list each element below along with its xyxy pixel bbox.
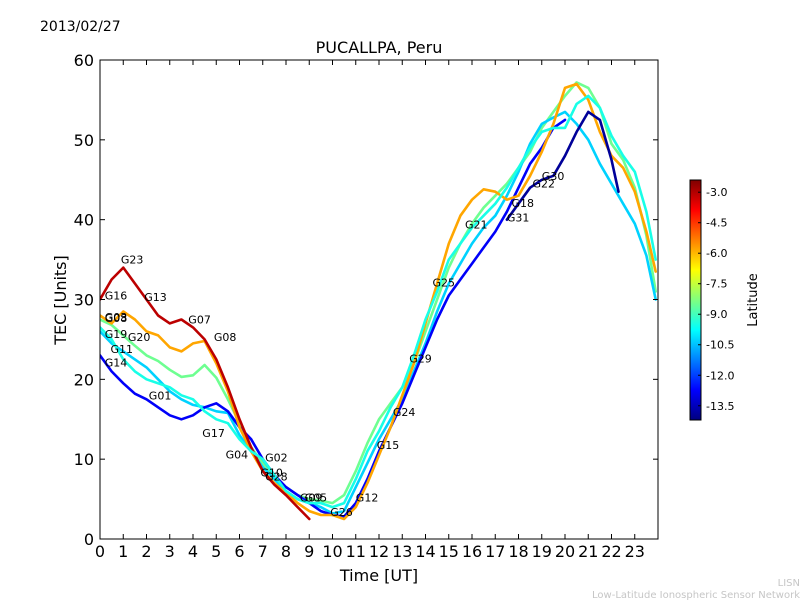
x-tick-label: 5 (211, 542, 221, 561)
x-tick-label: 22 (601, 542, 621, 561)
x-tick-label: 2 (141, 542, 151, 561)
x-tick-label: 18 (508, 542, 528, 561)
x-tick-label: 7 (258, 542, 268, 561)
y-tick-label: 40 (74, 211, 94, 230)
date-stamp: 2013/02/27 (40, 19, 121, 35)
satellite-label: G17 (202, 427, 225, 440)
plot-frame (99, 59, 659, 540)
satellite-label: G01 (149, 389, 172, 402)
satellite-label: G09 (300, 492, 323, 505)
x-tick-label: 17 (485, 542, 505, 561)
x-tick-label: 20 (555, 542, 575, 561)
y-tick-label: 60 (74, 51, 94, 70)
colorbar-tick-label: -12.0 (706, 369, 734, 382)
satellite-label: G20 (128, 331, 151, 344)
tec-series-1 (100, 81, 657, 505)
y-axis-label: TEC [Units] (51, 255, 70, 346)
satellite-label: G14 (105, 357, 128, 370)
colorbar (689, 179, 702, 421)
satellite-label: G23 (121, 254, 144, 267)
satellite-label: G30 (542, 170, 565, 183)
x-tick-label: 14 (415, 542, 435, 561)
satellite-label: G26 (330, 506, 353, 519)
satellite-label: G10 (260, 467, 283, 480)
satellite-label: G25 (433, 277, 456, 290)
credit-line-2: Low-Latitude Ionospheric Sensor Network (592, 590, 800, 600)
x-tick-label: 21 (578, 542, 598, 561)
satellite-label: G28 (265, 471, 288, 484)
colorbar-tick-label: -10.5 (706, 339, 734, 352)
x-tick-label: 0 (95, 542, 105, 561)
satellite-label: G03 (105, 311, 128, 324)
x-tick-label: 23 (625, 542, 645, 561)
x-tick-label: 1 (118, 542, 128, 561)
x-tick-label: 13 (392, 542, 412, 561)
satellite-label: G29 (409, 353, 432, 366)
credit-line-1: LISN (778, 578, 800, 589)
satellite-label: G04 (226, 448, 249, 461)
colorbar-tick-label: -4.5 (706, 217, 727, 230)
x-tick-label: 12 (369, 542, 389, 561)
satellite-label: G13 (144, 291, 167, 304)
x-axis-label: Time [UT] (339, 566, 418, 585)
y-tick-label: 10 (74, 450, 94, 469)
satellite-label: G07 (188, 313, 211, 326)
tec-series-4 (100, 82, 657, 521)
tec-series-7 (505, 110, 620, 221)
satellite-label: G18 (512, 197, 535, 210)
satellite-label: G12 (356, 492, 379, 505)
satellite-label: G15 (377, 439, 400, 452)
y-tick-label: 20 (74, 370, 94, 389)
x-tick-label: 11 (346, 542, 366, 561)
y-tick-label: 50 (74, 131, 94, 150)
satellite-label: G02 (265, 452, 288, 465)
tec-series-6 (100, 94, 657, 509)
satellite-label: G08 (214, 331, 237, 344)
x-tick-label: 9 (304, 542, 314, 561)
x-tick-label: 3 (165, 542, 175, 561)
satellite-label: G24 (393, 406, 416, 419)
x-tick-label: 15 (439, 542, 459, 561)
x-tick-label: 19 (532, 542, 552, 561)
y-tick-label: 0 (84, 530, 94, 549)
tec-series-5 (100, 266, 311, 521)
x-tick-label: 8 (281, 542, 291, 561)
colorbar-tick-label: -7.5 (706, 278, 727, 291)
tec-series-3 (100, 118, 567, 518)
satellite-label: G05 (305, 492, 328, 505)
satellite-label: G16 (105, 290, 128, 303)
tec-series-2 (100, 110, 657, 515)
x-tick-label: 6 (234, 542, 244, 561)
satellite-label: G22 (533, 178, 556, 191)
colorbar-tick-label: -13.5 (706, 400, 734, 413)
chart-title: PUCALLPA, Peru (316, 38, 443, 57)
x-tick-label: 10 (322, 542, 342, 561)
y-tick-label: 30 (74, 291, 94, 310)
satellite-label: G08 (105, 312, 128, 325)
colorbar-tick-label: -6.0 (706, 247, 727, 260)
colorbar-tick-label: -9.0 (706, 308, 727, 321)
x-tick-label: 16 (462, 542, 482, 561)
satellite-label: G31 (507, 211, 530, 224)
satellite-label: G19 (105, 328, 128, 341)
colorbar-tick-label: -3.0 (706, 186, 727, 199)
colorbar-label: Latitude (746, 273, 761, 327)
satellite-label: G21 (465, 218, 488, 231)
satellite-label: G11 (111, 343, 134, 356)
x-tick-label: 4 (188, 542, 198, 561)
